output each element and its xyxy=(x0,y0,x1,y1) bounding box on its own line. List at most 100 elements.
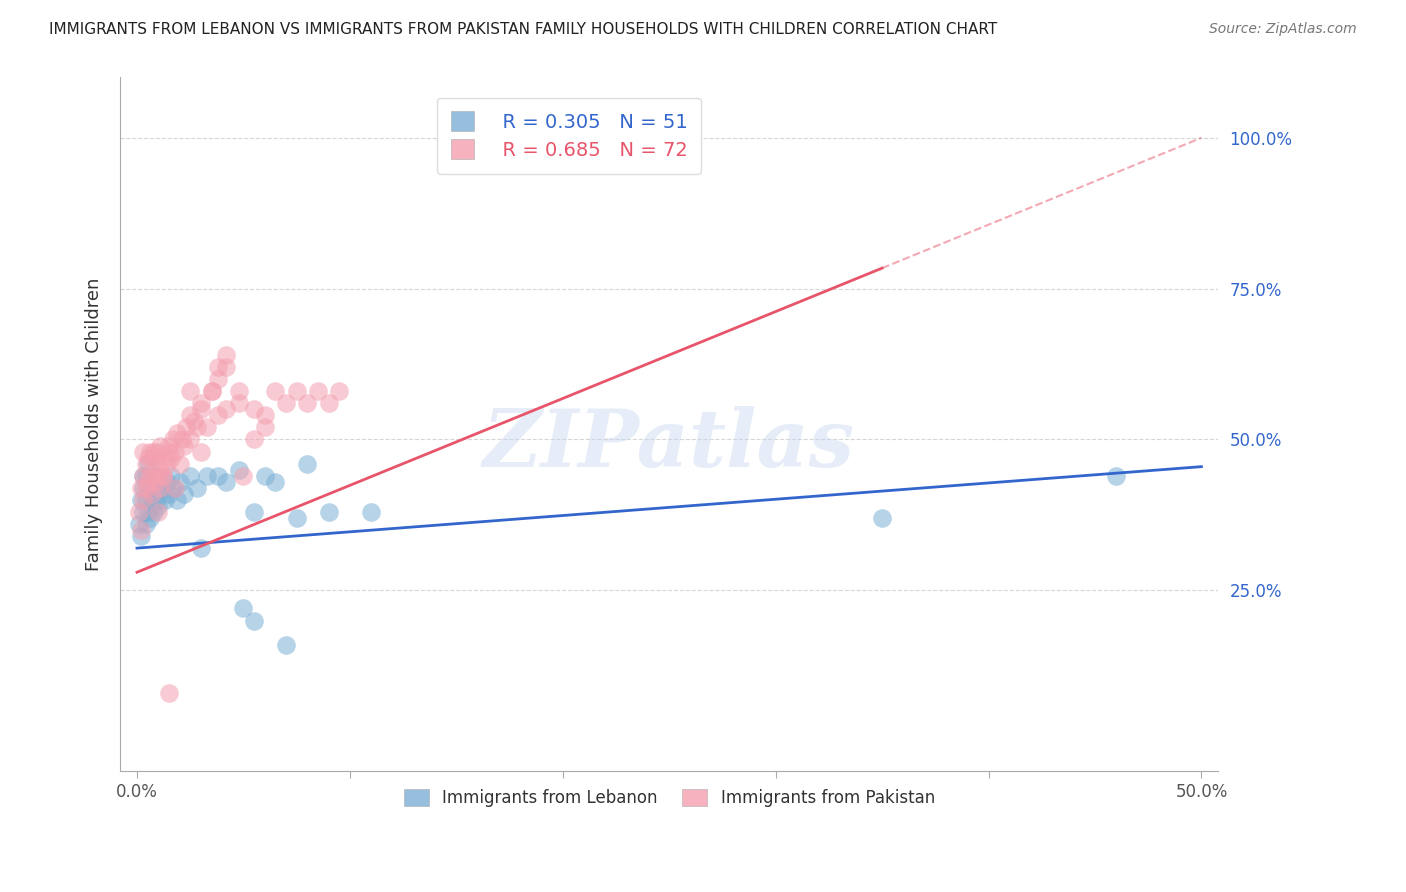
Point xyxy=(139,511,162,525)
Point xyxy=(143,468,166,483)
Point xyxy=(141,499,163,513)
Point xyxy=(179,433,201,447)
Point xyxy=(149,438,172,452)
Point xyxy=(143,444,166,458)
Point xyxy=(183,414,205,428)
Point xyxy=(174,420,197,434)
Point xyxy=(134,481,156,495)
Point xyxy=(132,444,155,458)
Point xyxy=(200,384,222,399)
Point xyxy=(141,487,163,501)
Point xyxy=(243,505,266,519)
Point xyxy=(360,505,382,519)
Point xyxy=(179,468,201,483)
Point xyxy=(129,481,152,495)
Point xyxy=(136,481,159,495)
Point xyxy=(148,468,170,483)
Point xyxy=(274,396,297,410)
Point xyxy=(145,475,167,489)
Point xyxy=(143,505,166,519)
Point xyxy=(165,481,187,495)
Point xyxy=(318,505,340,519)
Point xyxy=(134,468,156,483)
Point xyxy=(157,444,180,458)
Point xyxy=(157,438,180,452)
Point xyxy=(190,402,212,417)
Point xyxy=(160,450,183,465)
Point xyxy=(134,457,156,471)
Point xyxy=(143,481,166,495)
Point xyxy=(136,475,159,489)
Point xyxy=(195,468,218,483)
Point xyxy=(136,450,159,465)
Point xyxy=(153,492,176,507)
Point xyxy=(157,487,180,501)
Point xyxy=(148,475,170,489)
Point xyxy=(228,463,250,477)
Point xyxy=(136,457,159,471)
Point xyxy=(207,372,229,386)
Point xyxy=(170,433,193,447)
Point xyxy=(129,492,152,507)
Point xyxy=(215,402,238,417)
Point xyxy=(145,492,167,507)
Point xyxy=(129,523,152,537)
Point xyxy=(243,433,266,447)
Point xyxy=(207,360,229,375)
Point xyxy=(156,457,179,471)
Point xyxy=(152,468,174,483)
Point xyxy=(157,686,180,700)
Point xyxy=(156,475,179,489)
Point xyxy=(129,529,152,543)
Point xyxy=(149,481,172,495)
Point xyxy=(264,384,287,399)
Point xyxy=(179,409,201,423)
Point xyxy=(195,420,218,434)
Point xyxy=(243,402,266,417)
Y-axis label: Family Households with Children: Family Households with Children xyxy=(86,277,103,571)
Point xyxy=(190,541,212,555)
Point xyxy=(190,444,212,458)
Point xyxy=(139,487,162,501)
Point xyxy=(162,481,184,495)
Point xyxy=(215,348,238,362)
Point xyxy=(148,499,170,513)
Point xyxy=(139,444,162,458)
Point xyxy=(274,638,297,652)
Point xyxy=(328,384,350,399)
Point xyxy=(141,475,163,489)
Point xyxy=(152,468,174,483)
Point xyxy=(173,438,195,452)
Point xyxy=(228,384,250,399)
Point xyxy=(166,426,188,441)
Point xyxy=(141,450,163,465)
Point xyxy=(215,360,238,375)
Point xyxy=(307,384,329,399)
Point xyxy=(285,384,308,399)
Point xyxy=(148,444,170,458)
Point xyxy=(228,396,250,410)
Point xyxy=(153,450,176,465)
Point xyxy=(1105,468,1128,483)
Text: IMMIGRANTS FROM LEBANON VS IMMIGRANTS FROM PAKISTAN FAMILY HOUSEHOLDS WITH CHILD: IMMIGRANTS FROM LEBANON VS IMMIGRANTS FR… xyxy=(49,22,997,37)
Point xyxy=(207,409,229,423)
Point xyxy=(136,505,159,519)
Point xyxy=(149,463,172,477)
Point xyxy=(166,492,188,507)
Point xyxy=(128,516,150,531)
Point xyxy=(132,492,155,507)
Point xyxy=(173,487,195,501)
Point xyxy=(297,396,319,410)
Point xyxy=(297,457,319,471)
Text: ZIPatlas: ZIPatlas xyxy=(484,407,855,484)
Point xyxy=(232,601,254,615)
Point xyxy=(169,457,191,471)
Point xyxy=(215,475,238,489)
Point xyxy=(162,433,184,447)
Point xyxy=(145,450,167,465)
Point xyxy=(253,409,276,423)
Point xyxy=(152,481,174,495)
Point xyxy=(149,487,172,501)
Point xyxy=(134,516,156,531)
Point xyxy=(148,505,170,519)
